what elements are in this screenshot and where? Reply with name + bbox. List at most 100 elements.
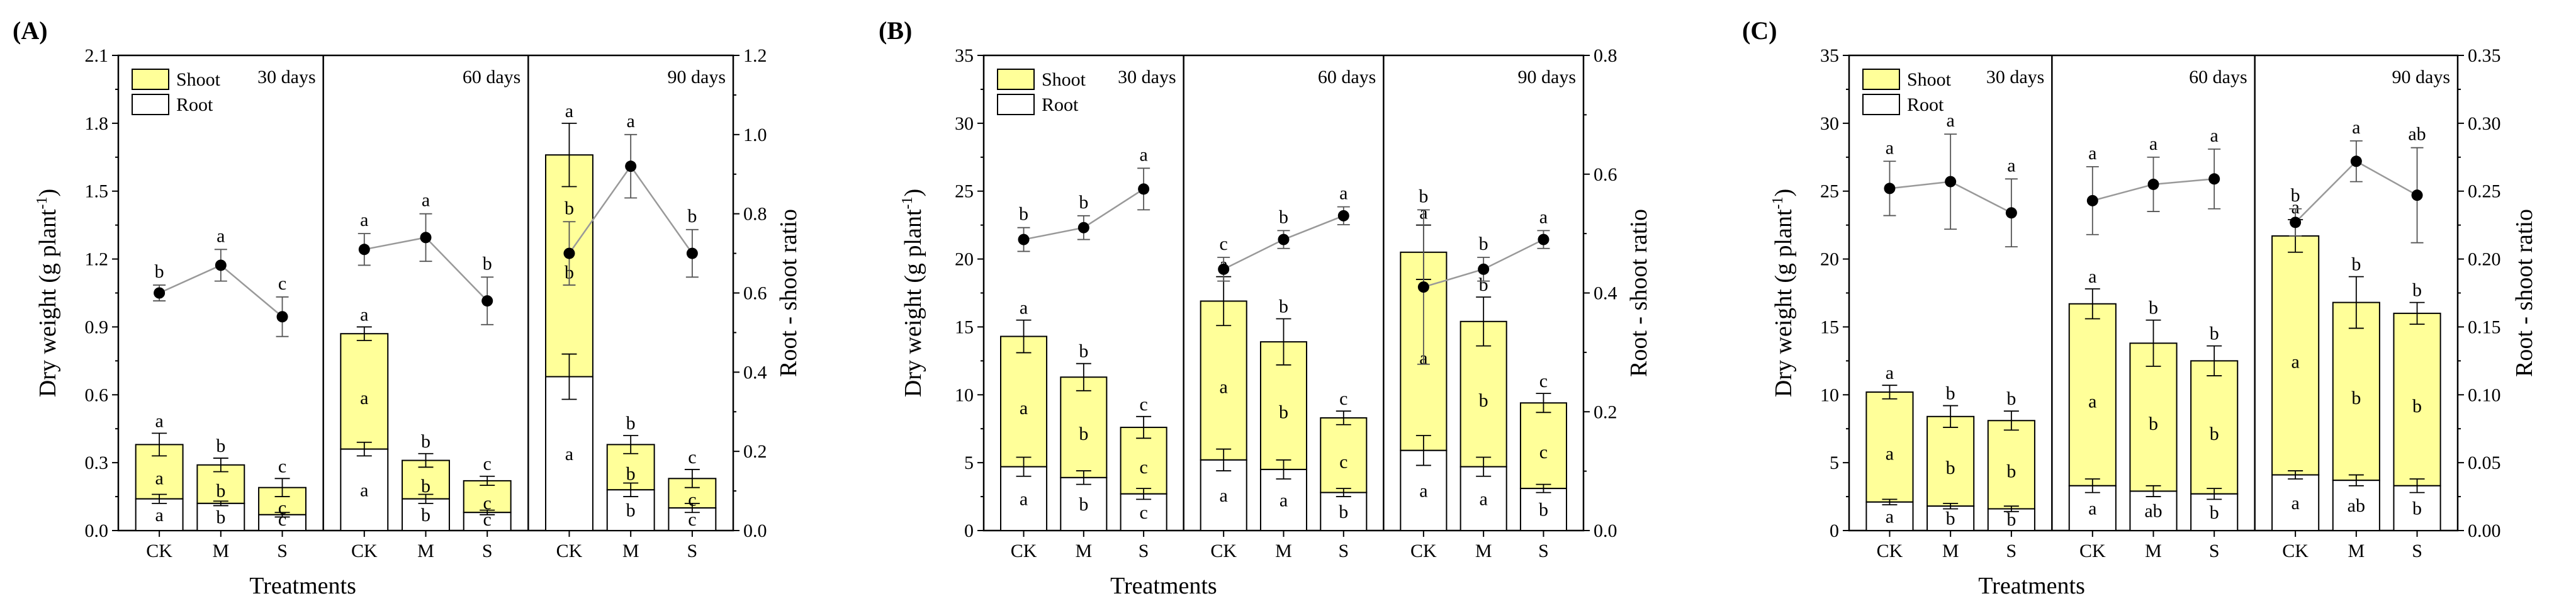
period-label: 90 days (668, 67, 726, 87)
root-significance-letter: c (483, 509, 492, 530)
shoot-significance-letter: b (1079, 424, 1088, 444)
ratio-significance-letter: a (2352, 117, 2360, 138)
x-tick-label: M (417, 541, 434, 561)
y-axis-title: Dry weight (g plant-1) (1770, 189, 1797, 397)
chart-panel-a: 0.0 0.3 0.6 0.9 1.2 1.5 1.8 2.1 0.0 0.2 0.4 0.6 0.8 1… (13, 16, 802, 599)
shoot-significance-letter: c (483, 493, 492, 514)
legend-label: Shoot (1042, 69, 1086, 90)
period-label: 90 days (1518, 67, 1577, 87)
y-axis-title-sup: -1 (34, 197, 50, 210)
y-axis-title-sup: -1 (899, 197, 916, 210)
root-significance-letter: a (1419, 480, 1427, 501)
root-significance-letter: b (1339, 502, 1348, 522)
total-significance-letter: b (1279, 296, 1288, 317)
root-significance-letter: c (688, 509, 696, 530)
shoot-significance-letter: b (2412, 396, 2422, 417)
y2-tick-label: 0.4 (1594, 283, 1617, 304)
shoot-significance-letter: b (216, 480, 225, 501)
x-tick-label: S (1139, 541, 1149, 561)
y-tick-label: 0.3 (85, 453, 109, 473)
shoot-significance-letter: b (626, 463, 636, 484)
ratio-point (1077, 222, 1089, 233)
y-axis-title-sup: -1 (1770, 197, 1786, 210)
ratio-point (215, 259, 227, 271)
x-tick-label: S (2209, 541, 2220, 561)
ratio-significance-letter: a (1339, 183, 1347, 204)
legend-swatch-root (132, 94, 169, 115)
total-significance-letter: a (1020, 298, 1028, 318)
x-tick-label: CK (1210, 541, 1237, 561)
shoot-significance-letter: a (360, 388, 368, 408)
ratio-point (686, 247, 698, 259)
ratio-significance-letter: ab (2408, 124, 2426, 145)
y2-tick-label: 0.15 (2468, 317, 2501, 337)
total-significance-letter: c (1139, 394, 1147, 415)
y-tick-label: 15 (1820, 317, 1839, 337)
root-bar (1320, 492, 1368, 531)
legend-swatch-root (1862, 94, 1900, 115)
y2-tick-label: 0.0 (743, 520, 767, 541)
ratio-significance-letter: b (1019, 204, 1028, 225)
shoot-significance-letter: b (1946, 458, 1955, 478)
y-tick-label: 1.8 (85, 113, 109, 134)
shoot-significance-letter: b (2006, 461, 2016, 481)
root-significance-letter: c (278, 509, 286, 530)
ratio-significance-letter: b (565, 198, 574, 218)
root-bar (1200, 459, 1247, 531)
y-tick-label: 5 (964, 453, 974, 473)
y-tick-label: 5 (1830, 453, 1839, 473)
legend-swatch-shoot (132, 69, 169, 90)
period-label: 30 days (1118, 67, 1176, 87)
ratio-point (1945, 176, 1957, 188)
ratio-point (1337, 210, 1349, 222)
total-significance-letter: b (2412, 280, 2422, 301)
shoot-significance-letter: b (421, 476, 430, 497)
ratio-point (358, 244, 370, 256)
root-bar (1120, 493, 1167, 531)
chart-panel-b: 0 5 10 15 20 25 30 35 0.0 0.2 0.4 0.6 0.8 Dry weight … (879, 16, 1652, 599)
x-tick-label: S (1338, 541, 1349, 561)
total-significance-letter: c (483, 454, 492, 475)
y-axis-title-main: Dry weight (g plant (35, 209, 61, 397)
root-bar (545, 376, 593, 531)
root-significance-letter: ab (2144, 501, 2162, 522)
y2-tick-label: 0.8 (1594, 45, 1617, 66)
total-significance-letter: a (565, 101, 573, 121)
total-significance-letter: a (2291, 197, 2299, 218)
total-significance-letter: a (360, 304, 368, 325)
root-significance-letter: c (1139, 502, 1147, 523)
y-tick-label: 0 (964, 520, 974, 541)
x-tick-label: CK (1410, 541, 1437, 561)
total-significance-letter: b (2351, 254, 2361, 275)
ratio-point (2290, 217, 2302, 228)
root-significance-letter: a (2088, 498, 2096, 519)
ratio-significance-letter: b (687, 206, 697, 227)
total-significance-letter: b (2210, 323, 2219, 344)
x-tick-label: M (2348, 541, 2365, 561)
x-tick-label: CK (2079, 541, 2106, 561)
x-tick-label: S (1538, 541, 1549, 561)
total-significance-letter: a (2088, 266, 2096, 287)
ratio-significance-letter: b (2291, 185, 2300, 206)
root-bar (2332, 480, 2380, 532)
panel-label: (A) (13, 16, 48, 45)
y-tick-label: 10 (955, 385, 974, 405)
root-significance-letter: a (1280, 490, 1288, 510)
shoot-significance-letter: a (2088, 391, 2096, 412)
y-tick-label: 0.6 (85, 385, 109, 405)
ratio-significance-letter: c (278, 273, 286, 294)
x-tick-label: S (687, 541, 698, 561)
y2-tick-label: 1.2 (743, 45, 767, 66)
ratio-significance-letter: b (1479, 233, 1488, 254)
y-tick-label: 25 (955, 181, 974, 202)
root-significance-letter: b (1946, 509, 1955, 529)
root-significance-letter: b (421, 505, 430, 526)
total-significance-letter: c (688, 447, 696, 468)
ratio-point (1884, 183, 1896, 194)
legend-label: Root (176, 94, 213, 115)
shoot-significance-letter: a (1886, 443, 1894, 464)
ratio-significance-letter: a (2007, 155, 2015, 176)
root-significance-letter: b (1539, 500, 1548, 520)
x-tick-label: S (2006, 541, 2017, 561)
